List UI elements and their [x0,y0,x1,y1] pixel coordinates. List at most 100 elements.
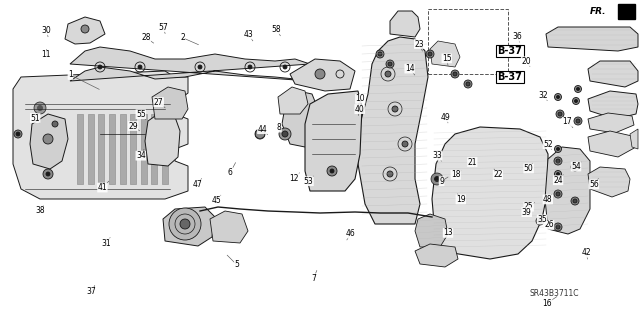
Circle shape [330,169,334,173]
Text: 39: 39 [522,208,532,217]
Text: 38: 38 [35,206,45,215]
Polygon shape [630,129,638,149]
Polygon shape [65,17,105,44]
Circle shape [16,132,20,136]
Text: 16: 16 [542,299,552,308]
Text: B-37: B-37 [497,46,522,56]
Text: 32: 32 [538,91,548,100]
Text: 46: 46 [346,229,356,238]
Text: 45: 45 [211,196,221,205]
Text: 53: 53 [303,177,314,186]
Polygon shape [163,207,215,246]
Polygon shape [141,114,147,184]
Polygon shape [415,244,458,267]
Circle shape [392,106,398,112]
Polygon shape [588,91,638,119]
Text: SR43B3711C: SR43B3711C [530,290,579,299]
Text: 50: 50 [524,164,534,173]
Text: 31: 31 [101,239,111,248]
Text: 54: 54 [571,162,581,171]
Circle shape [282,131,288,137]
Circle shape [198,65,202,69]
Text: 24: 24 [553,176,563,185]
Circle shape [386,60,394,68]
Polygon shape [278,87,308,114]
Polygon shape [152,114,157,184]
Text: 12: 12 [290,174,299,182]
Circle shape [576,119,580,123]
Text: 41: 41 [97,183,108,192]
Text: 7: 7 [311,274,316,283]
Circle shape [315,69,325,79]
Polygon shape [13,71,188,199]
Circle shape [464,80,472,88]
Circle shape [378,52,382,56]
Text: 9: 9 [439,177,444,186]
Circle shape [283,65,287,69]
Text: 2: 2 [180,33,185,42]
Circle shape [554,190,562,198]
Polygon shape [290,59,355,91]
Text: B-37: B-37 [497,72,522,82]
Circle shape [34,102,46,114]
Circle shape [573,199,577,203]
Circle shape [556,159,560,163]
Polygon shape [77,114,83,184]
Text: 36: 36 [512,32,522,41]
Text: 26: 26 [544,220,554,229]
Text: 52: 52 [543,140,553,149]
Text: 5: 5 [234,260,239,269]
Text: 1: 1 [68,70,73,79]
Text: 23: 23 [414,40,424,48]
Circle shape [387,171,393,177]
Circle shape [451,70,459,78]
Polygon shape [305,91,362,191]
Text: 42: 42 [581,248,591,257]
Text: 14: 14 [404,64,415,73]
Polygon shape [588,113,634,133]
Polygon shape [282,91,318,147]
Text: 30: 30 [42,26,52,35]
Circle shape [43,169,53,179]
Text: 8: 8 [276,123,282,132]
Polygon shape [390,11,420,37]
Circle shape [138,65,142,69]
Circle shape [554,223,562,231]
Circle shape [248,65,252,69]
Text: 29: 29 [128,122,138,130]
Polygon shape [358,37,428,224]
Circle shape [453,72,457,76]
Polygon shape [130,114,136,184]
Circle shape [385,71,391,77]
Circle shape [327,166,337,176]
Circle shape [571,197,579,205]
Polygon shape [109,114,115,184]
Circle shape [556,225,560,229]
Polygon shape [70,47,310,81]
Circle shape [573,165,577,169]
Circle shape [536,217,544,225]
Text: 35: 35 [537,215,547,224]
Text: 15: 15 [442,54,452,63]
Text: 49: 49 [440,113,451,122]
Circle shape [556,192,560,196]
Circle shape [255,129,265,139]
Text: 19: 19 [456,195,466,204]
Text: 13: 13 [443,228,453,237]
Circle shape [554,93,561,100]
Polygon shape [545,147,590,234]
Circle shape [574,117,582,125]
Circle shape [575,100,577,102]
Text: 43: 43 [243,30,253,39]
Text: 58: 58 [271,25,282,34]
Text: 27: 27 [154,98,164,107]
Polygon shape [88,114,93,184]
Circle shape [556,110,564,118]
Polygon shape [588,167,630,197]
Polygon shape [30,114,68,169]
Circle shape [554,157,562,165]
Text: 34: 34 [136,151,146,160]
Circle shape [577,87,579,91]
Polygon shape [546,27,638,51]
Circle shape [571,163,579,171]
